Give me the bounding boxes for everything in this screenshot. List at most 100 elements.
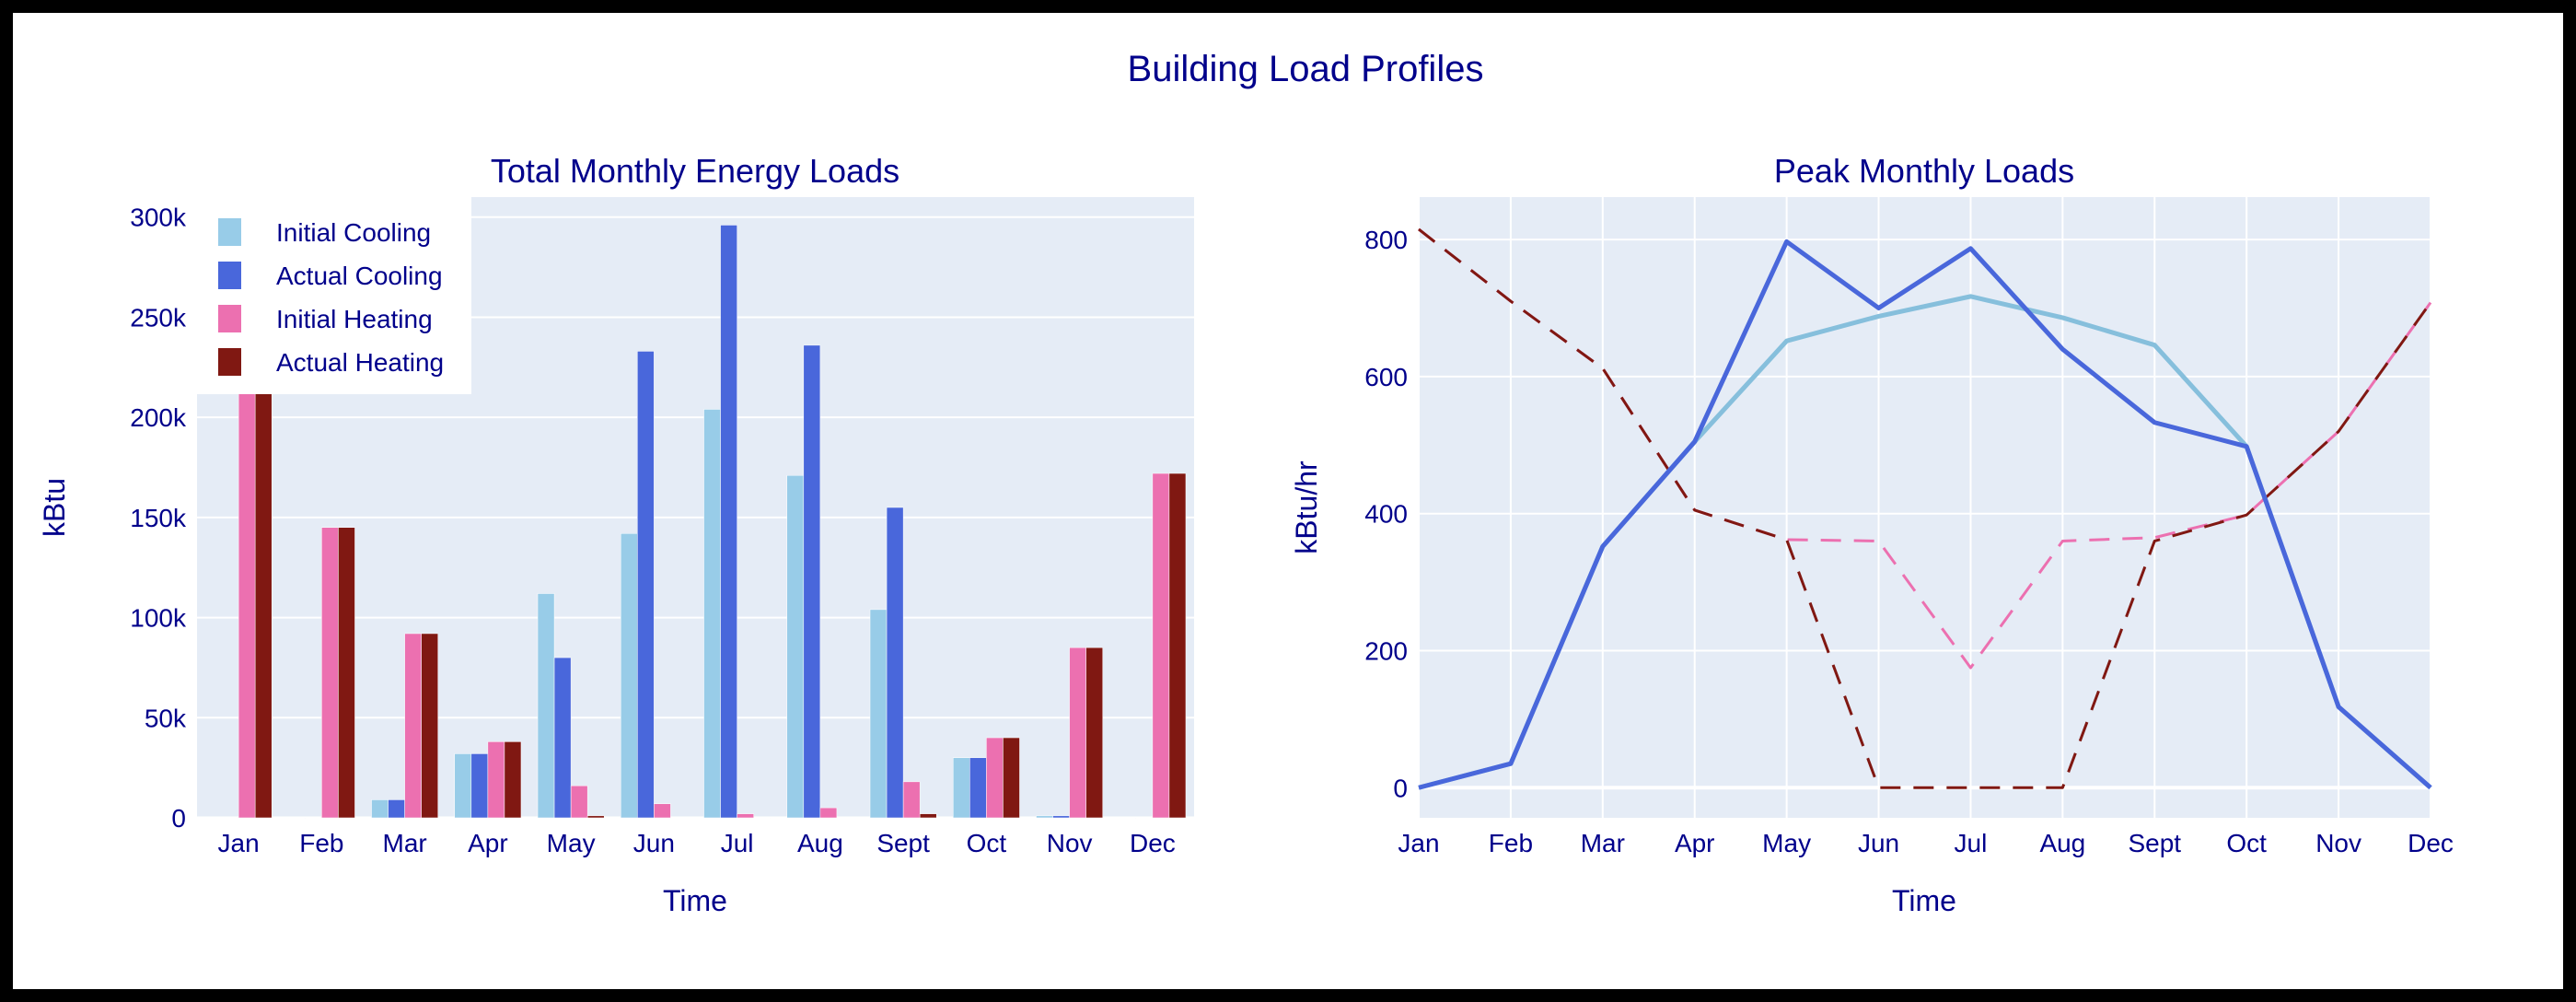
- y-axis-title: kBtu: [38, 478, 71, 537]
- bar-initial-heating: [819, 807, 838, 819]
- y-tick-label: 250k: [130, 303, 187, 332]
- bar-initial-cooling: [371, 799, 389, 819]
- x-tick-label: Dec: [1130, 829, 1176, 857]
- x-tick-label: Dec: [2408, 829, 2454, 857]
- legend-label: Actual Cooling: [276, 262, 443, 290]
- bar-actual-cooling: [637, 351, 655, 819]
- bar-initial-cooling: [537, 593, 555, 819]
- x-tick-label: May: [1762, 829, 1811, 857]
- figure-title: Building Load Profiles: [1128, 49, 1484, 89]
- y-tick-label: 300k: [130, 204, 187, 232]
- y-tick-label: 100k: [130, 604, 187, 633]
- bar-actual-cooling: [305, 817, 322, 819]
- x-tick-label: Aug: [2039, 829, 2085, 857]
- line-chart-peak-monthly: Jan Feb Mar Apr May Jun Jul Aug Sept Oct Nov Dec 0 20…: [1290, 152, 2454, 917]
- y-tick-label: 0: [1393, 774, 1408, 802]
- bar-actual-heating: [504, 741, 522, 819]
- bar-initial-cooling: [869, 609, 888, 819]
- y-tick-label: 0: [171, 804, 186, 833]
- bar-initial-cooling: [204, 817, 223, 819]
- legend-label: Actual Heating: [276, 348, 444, 377]
- y-tick-label: 50k: [145, 704, 187, 732]
- x-tick-label: Jun: [1858, 829, 1899, 857]
- y-tick-label: 200: [1364, 636, 1408, 665]
- y-tick-label: 150k: [130, 504, 187, 532]
- bar-initial-heating: [1069, 647, 1086, 819]
- bar-actual-cooling: [388, 799, 405, 819]
- bar-actual-heating: [919, 813, 937, 819]
- bar-actual-heating: [421, 633, 438, 819]
- x-tick-label: Oct: [2226, 829, 2267, 857]
- x-tick-label: Jan: [1398, 829, 1439, 857]
- bar-actual-heating: [1168, 472, 1187, 819]
- bar-initial-heating: [404, 633, 422, 819]
- bar-initial-cooling: [1119, 817, 1137, 819]
- x-tick-label: Apr: [1675, 829, 1715, 857]
- bar-initial-cooling: [454, 753, 472, 819]
- bar-initial-heating: [986, 737, 1004, 819]
- x-tick-label: Sept: [2128, 829, 2181, 857]
- y-axis-title: kBtu/hr: [1290, 460, 1323, 554]
- bar-actual-heating: [1003, 737, 1020, 819]
- x-tick-label: Jun: [633, 829, 675, 857]
- x-axis-title: Time: [663, 884, 727, 917]
- line-actual-heating: [1418, 227, 2432, 789]
- bar-actual-heating: [586, 815, 605, 819]
- x-axis-title: Time: [1892, 884, 1956, 917]
- bar-actual-cooling: [553, 657, 572, 819]
- bar-actual-cooling: [221, 817, 239, 819]
- subplot-title: Peak Monthly Loads: [1774, 152, 2074, 190]
- x-tick-label: Nov: [2315, 829, 2361, 857]
- legend-swatch-initial-heating: [218, 305, 241, 332]
- bar-initial-cooling: [703, 409, 721, 819]
- y-tick-label: 400: [1364, 500, 1408, 529]
- bar-chart-total-monthly: 0 50k 100k 150k 200k 250k 300k Jan Feb Mar Apr May J…: [38, 152, 1194, 917]
- bar-initial-heating: [654, 803, 671, 819]
- x-tick-label: Sept: [876, 829, 930, 857]
- legend-label: Initial Heating: [276, 305, 433, 333]
- x-tick-label: May: [547, 829, 596, 857]
- bar-actual-heating: [753, 817, 771, 819]
- x-tick-label: Nov: [1047, 829, 1093, 857]
- bar-actual-heating: [1085, 647, 1103, 819]
- legend-label: Initial Cooling: [276, 218, 431, 247]
- bar-actual-cooling: [1135, 817, 1154, 819]
- legend-swatch-actual-heating: [218, 348, 241, 376]
- bar-initial-heating: [902, 781, 921, 819]
- plot-area: [1419, 197, 2431, 818]
- x-tick-label: Feb: [299, 829, 343, 857]
- x-tick-label: Aug: [797, 829, 843, 857]
- bar-actual-cooling: [1052, 815, 1070, 819]
- bar-initial-heating: [737, 813, 754, 819]
- bar-initial-cooling: [953, 757, 970, 819]
- bar-initial-cooling: [621, 533, 638, 819]
- subplot-title: Total Monthly Energy Loads: [491, 152, 899, 190]
- line-actual-cooling: [1418, 239, 2432, 790]
- bar-actual-heating: [670, 817, 688, 819]
- x-tick-label: Jan: [218, 829, 260, 857]
- bar-actual-cooling: [886, 507, 904, 819]
- y-tick-label: 800: [1364, 226, 1408, 254]
- bar-initial-cooling: [786, 474, 805, 819]
- bar-actual-cooling: [803, 344, 821, 819]
- bar-initial-heating: [570, 785, 588, 819]
- x-tick-label: Mar: [1581, 829, 1625, 857]
- legend-swatch-actual-cooling: [218, 262, 241, 289]
- legend-swatch-initial-cooling: [218, 218, 241, 246]
- legend: Initial Cooling Actual Cooling Initial Hea…: [193, 197, 471, 394]
- x-tick-label: Feb: [1489, 829, 1533, 857]
- y-tick-label: 600: [1364, 363, 1408, 391]
- bar-initial-cooling: [288, 817, 306, 819]
- y-tick-label: 200k: [130, 403, 187, 432]
- x-tick-label: Mar: [383, 829, 427, 857]
- x-tick-label: Jul: [1955, 829, 1988, 857]
- bar-initial-heating: [487, 741, 505, 819]
- bar-actual-cooling: [969, 757, 987, 819]
- bar-initial-heating: [321, 527, 339, 819]
- bar-initial-cooling: [1036, 815, 1053, 819]
- bar-actual-cooling: [720, 225, 737, 819]
- x-tick-label: Oct: [967, 829, 1007, 857]
- bar-actual-cooling: [470, 753, 489, 819]
